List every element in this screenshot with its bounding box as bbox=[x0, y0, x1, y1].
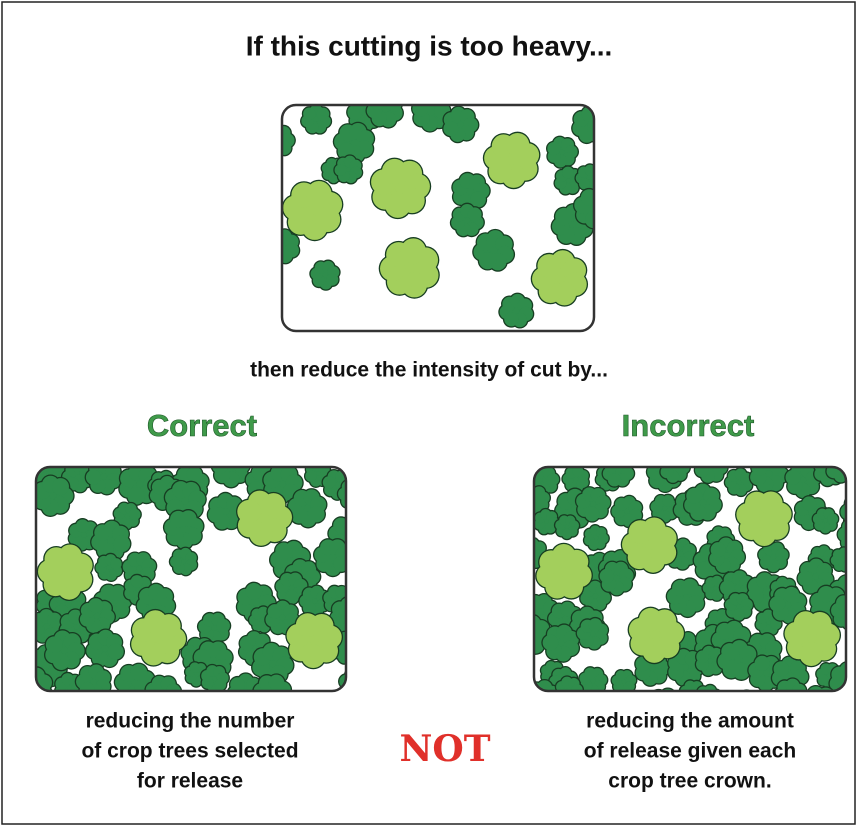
crown bbox=[308, 506, 324, 522]
crown bbox=[585, 507, 600, 522]
crown bbox=[696, 650, 709, 663]
crown bbox=[660, 621, 684, 645]
crown bbox=[305, 470, 316, 481]
crown bbox=[770, 596, 786, 612]
crown bbox=[129, 509, 140, 520]
crown bbox=[208, 507, 224, 523]
crown bbox=[110, 558, 121, 569]
crown bbox=[186, 466, 202, 482]
crown bbox=[323, 476, 336, 489]
crown bbox=[798, 571, 813, 586]
crown bbox=[760, 556, 773, 569]
crown bbox=[46, 636, 63, 653]
caption-line: reducing the number bbox=[86, 710, 295, 733]
crown bbox=[246, 583, 263, 600]
crown bbox=[326, 273, 338, 285]
crown bbox=[733, 609, 745, 621]
crown bbox=[268, 604, 282, 618]
crown bbox=[479, 252, 496, 269]
crown bbox=[152, 480, 167, 495]
crown bbox=[562, 167, 574, 179]
crown bbox=[608, 473, 621, 486]
crown bbox=[114, 536, 131, 553]
caption-line: for release bbox=[137, 770, 243, 793]
crown bbox=[547, 142, 560, 155]
crown bbox=[560, 575, 584, 599]
crown bbox=[616, 670, 626, 680]
instruction: then reduce the intensity of cut by... bbox=[250, 359, 608, 382]
crown bbox=[711, 542, 726, 557]
crown bbox=[131, 575, 144, 588]
crown bbox=[833, 549, 843, 559]
crown bbox=[237, 500, 261, 524]
crown bbox=[600, 569, 614, 583]
crown bbox=[755, 656, 770, 671]
crown bbox=[696, 562, 713, 579]
crown bbox=[76, 519, 89, 532]
crown bbox=[401, 238, 426, 263]
crown bbox=[303, 107, 316, 120]
crown bbox=[589, 618, 602, 631]
crown bbox=[275, 543, 292, 560]
crown bbox=[216, 619, 230, 633]
crown bbox=[543, 635, 559, 651]
crown bbox=[170, 556, 182, 568]
crown bbox=[537, 254, 561, 278]
crown bbox=[786, 470, 801, 485]
crown bbox=[799, 642, 823, 666]
caption-line: of crop trees selected bbox=[81, 740, 298, 763]
caption-line: reducing the amount bbox=[586, 710, 794, 733]
crown bbox=[108, 644, 124, 660]
crown bbox=[736, 503, 760, 527]
caption-line: of release given each bbox=[584, 740, 796, 763]
crown bbox=[662, 495, 674, 507]
crown bbox=[818, 675, 829, 686]
not-label: NOT bbox=[399, 728, 490, 770]
title: If this cutting is too heavy... bbox=[246, 30, 613, 61]
crown bbox=[628, 546, 652, 570]
crown bbox=[318, 625, 342, 649]
crown bbox=[315, 207, 340, 232]
crown bbox=[268, 675, 284, 691]
correct-heading: Correct bbox=[147, 408, 257, 443]
crown bbox=[516, 143, 540, 167]
crown bbox=[774, 661, 789, 676]
diagram: If this cutting is too heavy... then red… bbox=[0, 0, 858, 826]
caption-line: crop tree crown. bbox=[608, 770, 771, 793]
crown bbox=[584, 667, 596, 679]
crown bbox=[686, 488, 702, 504]
incorrect-heading: Incorrect bbox=[622, 408, 755, 443]
crown bbox=[682, 579, 698, 595]
crown bbox=[589, 539, 599, 549]
crown bbox=[721, 643, 738, 660]
crown bbox=[335, 164, 347, 176]
crown bbox=[157, 614, 181, 638]
crown bbox=[468, 207, 482, 221]
crown bbox=[802, 496, 816, 510]
crown bbox=[555, 208, 572, 225]
crown bbox=[562, 529, 572, 539]
crown bbox=[44, 547, 68, 571]
crown bbox=[180, 510, 197, 527]
crown bbox=[86, 470, 101, 485]
crown bbox=[504, 312, 518, 326]
crown bbox=[443, 121, 458, 136]
crown bbox=[214, 679, 226, 691]
crown bbox=[130, 664, 147, 681]
crown bbox=[52, 478, 69, 495]
crown bbox=[827, 514, 838, 525]
crown bbox=[190, 662, 200, 672]
crown bbox=[88, 598, 103, 613]
crown bbox=[385, 193, 410, 218]
crown bbox=[766, 641, 782, 657]
crown bbox=[579, 178, 590, 189]
